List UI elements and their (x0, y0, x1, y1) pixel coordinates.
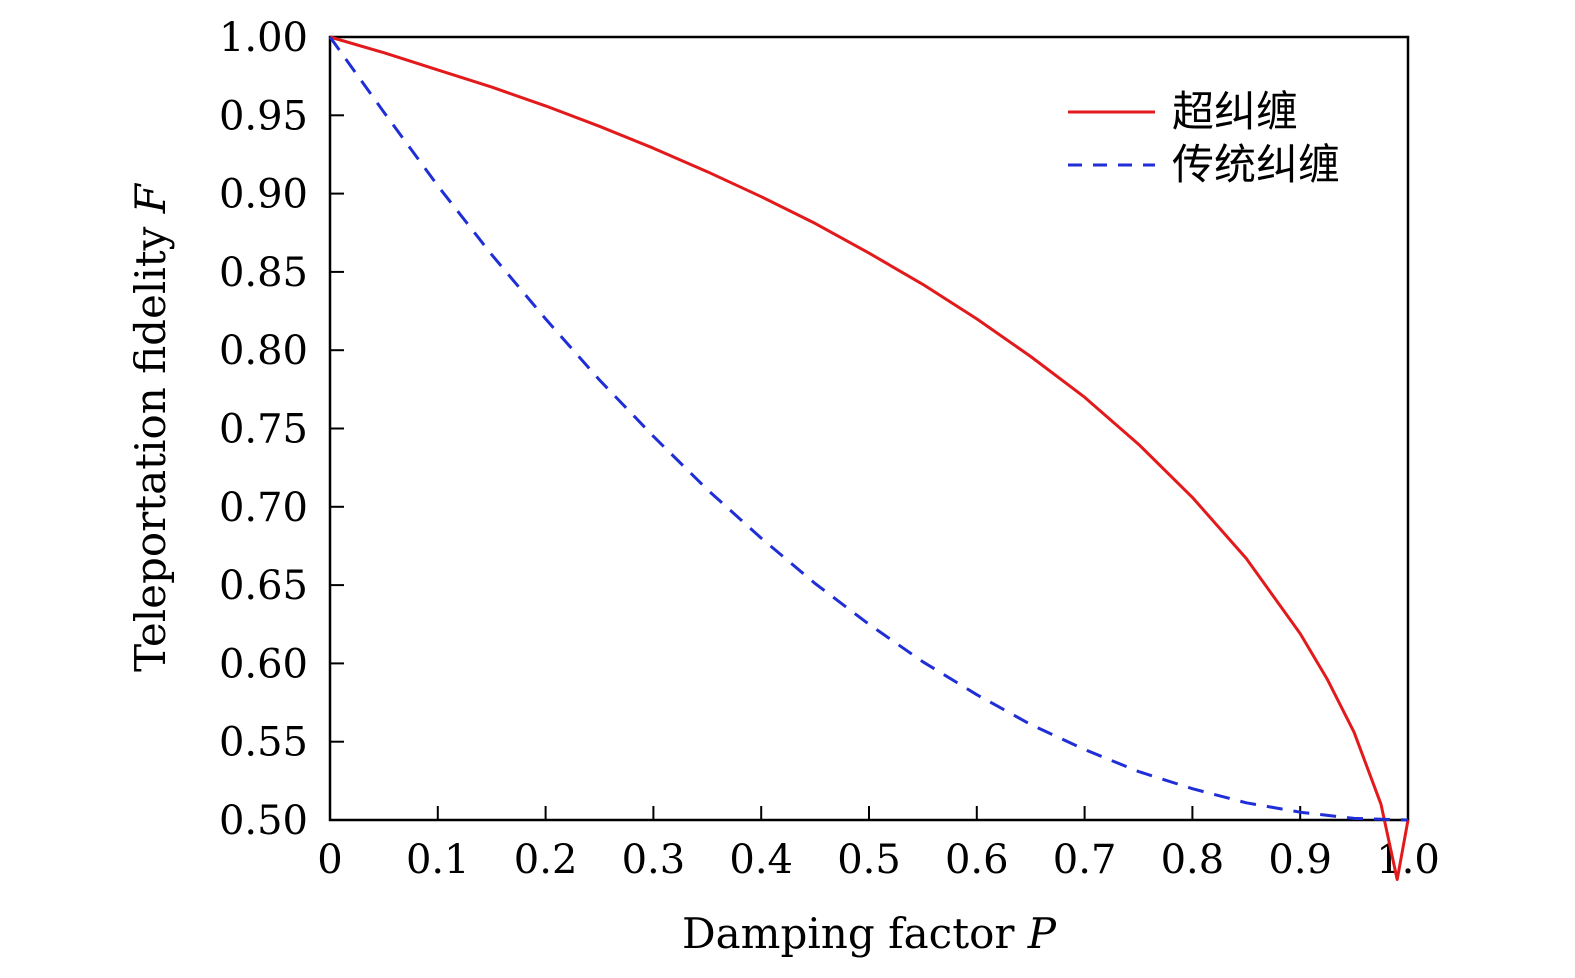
x-axis-variable: P (1027, 909, 1057, 958)
legend-label-hyperentanglement: 超纠缠 (1172, 87, 1298, 136)
legend: 超纠缠 传统纠缠 (1068, 87, 1340, 189)
x-tick-label: 0.5 (837, 837, 901, 883)
y-axis-variable: F (126, 182, 175, 214)
series-line-hyperentanglement (329, 35, 1410, 881)
x-axis-title: Damping factor P (682, 909, 1057, 958)
y-tick-label: 0.85 (219, 250, 308, 296)
x-tick-label: 0.7 (1053, 837, 1117, 883)
x-tick-label: 1.0 (1376, 837, 1440, 883)
x-tick-label: 0.9 (1268, 837, 1332, 883)
x-ticks: 0 0.1 0.2 0.3 0.4 0.5 0.6 0.7 0.8 0.9 1.0 (317, 806, 1440, 883)
x-tick-label: 0 (317, 837, 342, 883)
y-tick-label: 0.95 (219, 93, 308, 139)
y-tick-label: 0.60 (219, 641, 308, 687)
y-axis-title: Teleportation fidelity F (126, 182, 175, 672)
y-tick-label: 0.55 (219, 720, 308, 766)
series-line-traditional (328, 36, 1409, 822)
y-tick-label: 0.80 (219, 328, 308, 374)
y-axis-label: Teleportation fidelity (126, 226, 175, 672)
x-tick-label: 0.8 (1161, 837, 1225, 883)
legend-label-traditional: 传统纠缠 (1172, 140, 1340, 189)
series-lines (328, 35, 1410, 881)
x-tick-label: 0.4 (729, 837, 793, 883)
y-tick-label: 0.50 (219, 798, 308, 844)
x-tick-label: 0.1 (406, 837, 470, 883)
y-tick-label: 0.75 (219, 407, 308, 453)
y-tick-label: 0.65 (219, 563, 308, 609)
y-tick-label: 0.90 (219, 172, 308, 218)
y-ticks: 0.50 0.55 0.60 0.65 0.70 0.75 0.80 0.85 0.90 0.95… (219, 15, 344, 844)
x-tick-label: 0.3 (622, 837, 686, 883)
x-tick-label: 0.6 (945, 837, 1009, 883)
x-tick-label: 0.2 (514, 837, 578, 883)
x-axis-label: Damping factor (682, 909, 1015, 958)
y-tick-label: 1.00 (219, 15, 308, 61)
y-tick-label: 0.70 (219, 485, 308, 531)
